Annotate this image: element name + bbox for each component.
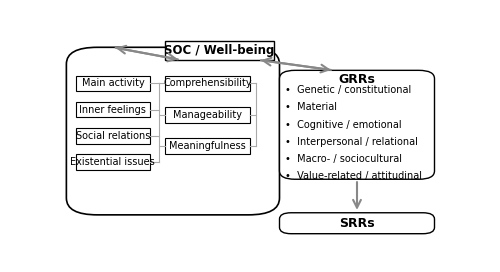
Text: Comprehensibility: Comprehensibility: [164, 78, 252, 88]
FancyBboxPatch shape: [66, 47, 280, 215]
Text: Social relations: Social relations: [76, 131, 150, 141]
Text: •  Material: • Material: [286, 103, 338, 112]
FancyBboxPatch shape: [165, 138, 250, 154]
Text: •  Interpersonal / relational: • Interpersonal / relational: [286, 137, 418, 147]
Text: SRRs: SRRs: [339, 217, 375, 230]
Text: •  Cognitive / emotional: • Cognitive / emotional: [286, 120, 402, 129]
Text: GRRs: GRRs: [338, 73, 376, 86]
Text: Existential issues: Existential issues: [70, 157, 155, 167]
FancyBboxPatch shape: [280, 213, 434, 234]
Text: Main activity: Main activity: [82, 78, 144, 88]
Text: SOC / Well-being: SOC / Well-being: [164, 44, 274, 57]
FancyBboxPatch shape: [76, 154, 150, 170]
FancyBboxPatch shape: [165, 107, 250, 123]
Text: Manageability: Manageability: [174, 110, 242, 120]
FancyBboxPatch shape: [165, 41, 274, 60]
Text: •  Genetic / constitutional: • Genetic / constitutional: [286, 85, 412, 95]
FancyBboxPatch shape: [76, 128, 150, 144]
Text: •  Value-related / attitudinal: • Value-related / attitudinal: [286, 171, 422, 181]
Text: Meaningfulness: Meaningfulness: [170, 141, 246, 151]
FancyBboxPatch shape: [76, 76, 150, 91]
Text: •  Macro- / sociocultural: • Macro- / sociocultural: [286, 154, 403, 164]
FancyBboxPatch shape: [280, 70, 434, 179]
Text: Inner feelings: Inner feelings: [80, 105, 146, 115]
FancyBboxPatch shape: [165, 76, 250, 91]
FancyBboxPatch shape: [76, 102, 150, 118]
